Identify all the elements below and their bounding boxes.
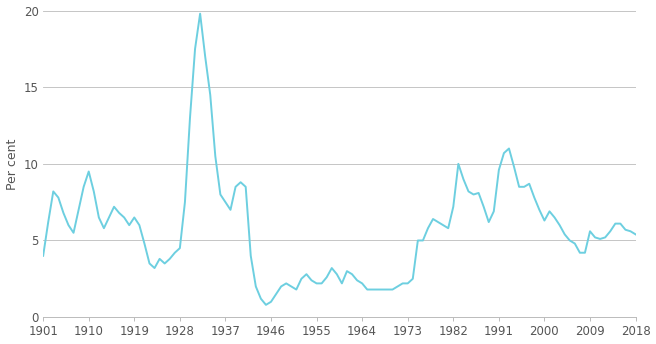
Y-axis label: Per cent: Per cent bbox=[5, 138, 18, 190]
